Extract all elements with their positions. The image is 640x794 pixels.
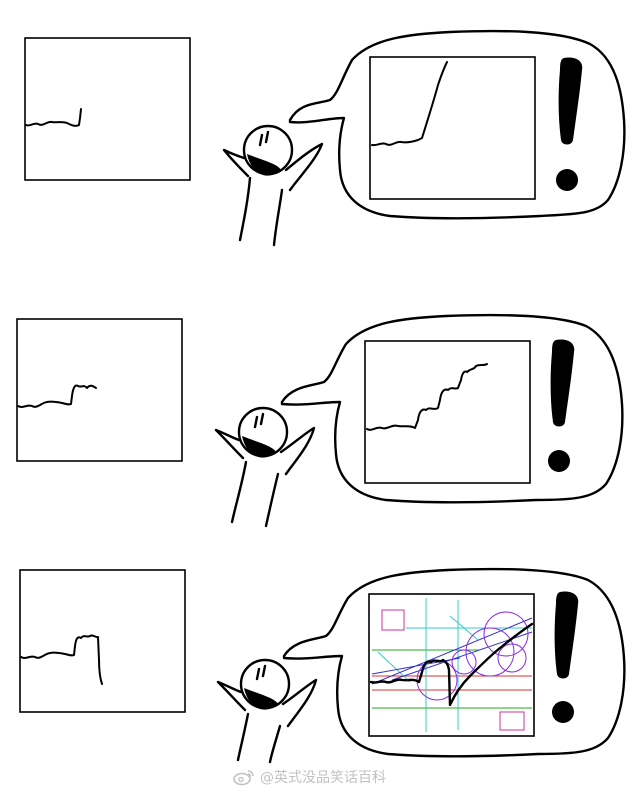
weibo-icon — [233, 770, 254, 786]
stick-figure-1 — [222, 124, 324, 247]
stick-figure-3 — [216, 658, 318, 764]
small-chart-panel-2 — [16, 318, 183, 462]
comic-row-2 — [16, 313, 624, 528]
exclamation-mark-icon-3 — [554, 591, 579, 679]
bubble-chart-line-1 — [371, 61, 448, 147]
small-chart-line-3 — [20, 634, 103, 685]
bubble-chart-line-3 — [369, 622, 534, 707]
exclamation-mark-icon-2 — [550, 339, 575, 427]
small-chart-line-2 — [17, 384, 97, 408]
speech-bubble-3 — [282, 567, 626, 758]
exclamation-mark-icon — [558, 57, 583, 145]
speech-bubble-2 — [280, 313, 624, 504]
small-chart-panel-3 — [19, 569, 186, 713]
small-chart-panel-1 — [24, 37, 191, 181]
small-chart-line-1 — [25, 108, 82, 127]
stick-figure-2 — [214, 406, 316, 528]
watermark: @英式没品笑话百科 — [232, 766, 386, 788]
bubble-chart-line-2 — [366, 363, 488, 431]
comic-row-3 — [19, 567, 626, 764]
speech-bubble-1 — [288, 29, 626, 220]
comic-row-1 — [24, 29, 626, 247]
watermark-text: @英式没品笑话百科 — [260, 770, 386, 786]
